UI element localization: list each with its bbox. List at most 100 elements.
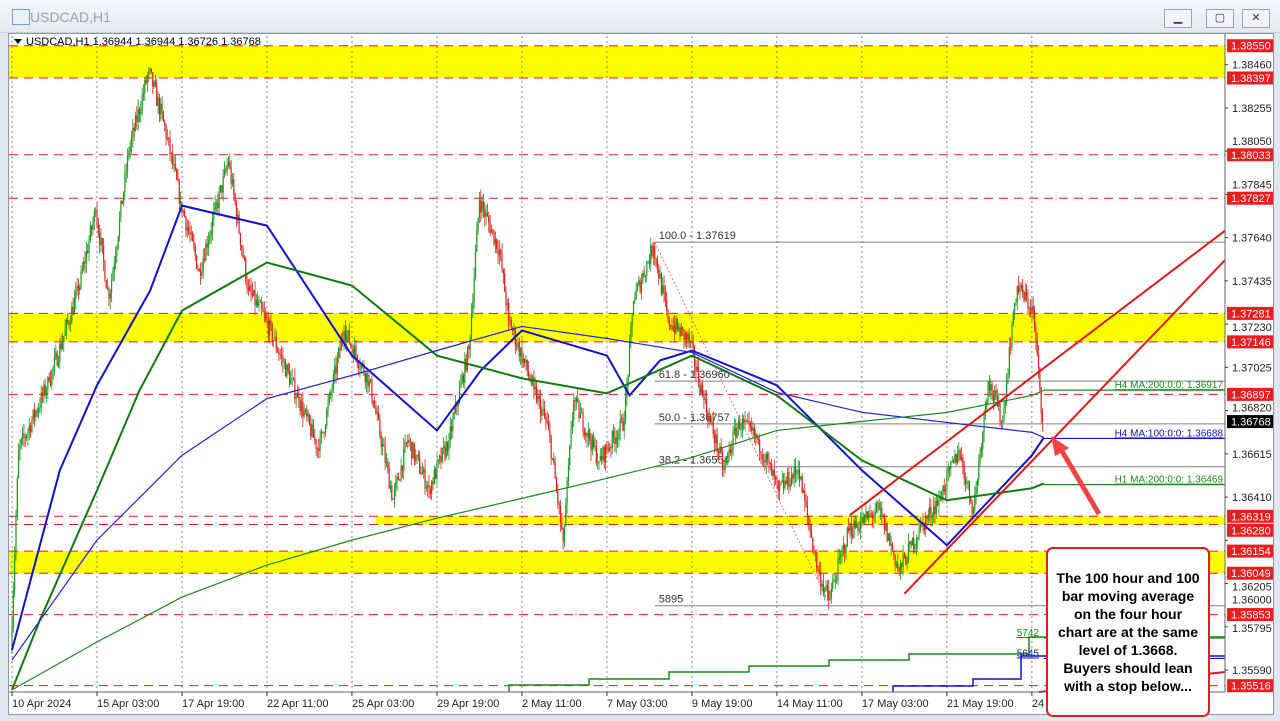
minimize-button[interactable]: ▁ [1164, 9, 1192, 28]
candle-body [562, 528, 564, 542]
candle-body [804, 490, 806, 502]
candle-body [92, 222, 94, 230]
candle-body [719, 446, 721, 454]
candle-body [767, 453, 769, 460]
candle-body [186, 227, 188, 231]
candle-body [601, 455, 603, 461]
candle-body [813, 550, 815, 554]
candle-body [320, 431, 323, 437]
candle-body [267, 320, 269, 336]
candle-body [318, 448, 320, 451]
candle-body [733, 427, 736, 431]
candle-body [223, 169, 226, 176]
candle-body [786, 472, 789, 484]
candle-body [505, 291, 507, 306]
candle-body [741, 418, 743, 430]
candle-body [322, 431, 324, 433]
candle-body [440, 455, 442, 463]
candle-body [711, 421, 713, 423]
candle-body [852, 535, 854, 538]
candle-body [634, 299, 636, 301]
candle-body [1019, 288, 1021, 293]
candle-body [117, 236, 119, 247]
candle-body [415, 455, 417, 461]
candle-body [976, 479, 979, 486]
candle-body [308, 414, 311, 425]
candle-body [411, 441, 413, 459]
candle-body [1029, 308, 1032, 313]
candle-body [368, 381, 370, 387]
candle-body [480, 199, 482, 213]
candle-body [571, 420, 574, 429]
candle-body [188, 227, 190, 232]
price-level-tag-label: 1.36319 [1231, 511, 1271, 523]
candle-body [203, 258, 206, 261]
candle-body [907, 543, 909, 563]
candle-body [535, 386, 538, 402]
candle-body [500, 250, 502, 254]
candle-body [45, 390, 48, 395]
candle-body [18, 450, 20, 479]
candle-body [524, 358, 526, 363]
candle-body [508, 303, 510, 320]
candle-body [247, 287, 249, 291]
candle-body [385, 461, 388, 463]
candle-body [830, 588, 832, 598]
candle-body [579, 412, 581, 419]
candle-body [114, 256, 117, 265]
candle-body [589, 429, 591, 441]
candle-body [214, 202, 216, 211]
candle-body [680, 327, 682, 337]
candle-body [68, 322, 70, 325]
candle-body [541, 409, 543, 416]
candle-body [400, 465, 402, 481]
candle-body [735, 427, 737, 438]
price-level-tag [1227, 306, 1273, 320]
price-level-tag [1227, 191, 1273, 205]
candle-body [73, 299, 76, 315]
candle-body [41, 392, 44, 396]
candle-body [911, 538, 913, 546]
candle-body [691, 341, 693, 343]
candle-body [763, 459, 765, 462]
time-tick-label: 21 May 19:00 [947, 698, 1014, 710]
candle-body [944, 489, 947, 492]
candle-body [375, 407, 377, 414]
candle-body [553, 458, 555, 464]
candle-body [1012, 311, 1014, 326]
candle-body [470, 313, 473, 338]
candle-body [448, 440, 450, 452]
candle-body [828, 590, 830, 601]
candle-body [396, 476, 398, 482]
candle-body [559, 504, 562, 522]
candle-body [403, 447, 405, 471]
maximize-button[interactable]: ▢ [1206, 9, 1234, 28]
candle-body [737, 421, 740, 427]
candle-body [512, 330, 514, 332]
candle-body [651, 245, 653, 257]
candle-body [569, 445, 571, 466]
candle-body [636, 284, 639, 290]
candle-body [57, 361, 60, 366]
moving-average-h4-ma100 [11, 325, 1045, 661]
candle-body [258, 302, 260, 306]
candle-body [642, 273, 644, 282]
chart-window[interactable]: 100.0 - 1.37619 61.8 - 1.36960 50.0 - 1.36… [8, 33, 1274, 717]
candle-body [841, 549, 843, 556]
candle-body [194, 247, 196, 256]
candle-body [265, 313, 267, 320]
candle-body [384, 446, 386, 463]
candle-body [671, 326, 673, 330]
candle-body [340, 339, 342, 351]
candle-body [870, 513, 872, 515]
close-button[interactable]: ✕ [1242, 9, 1270, 28]
candle-body [404, 442, 406, 448]
candle-body [154, 81, 157, 86]
price-level-tag [1227, 71, 1273, 85]
candle-body [994, 390, 996, 401]
candle-body [454, 402, 457, 413]
candle-body [474, 251, 477, 277]
candle-body [388, 467, 390, 489]
candle-body [845, 546, 847, 553]
